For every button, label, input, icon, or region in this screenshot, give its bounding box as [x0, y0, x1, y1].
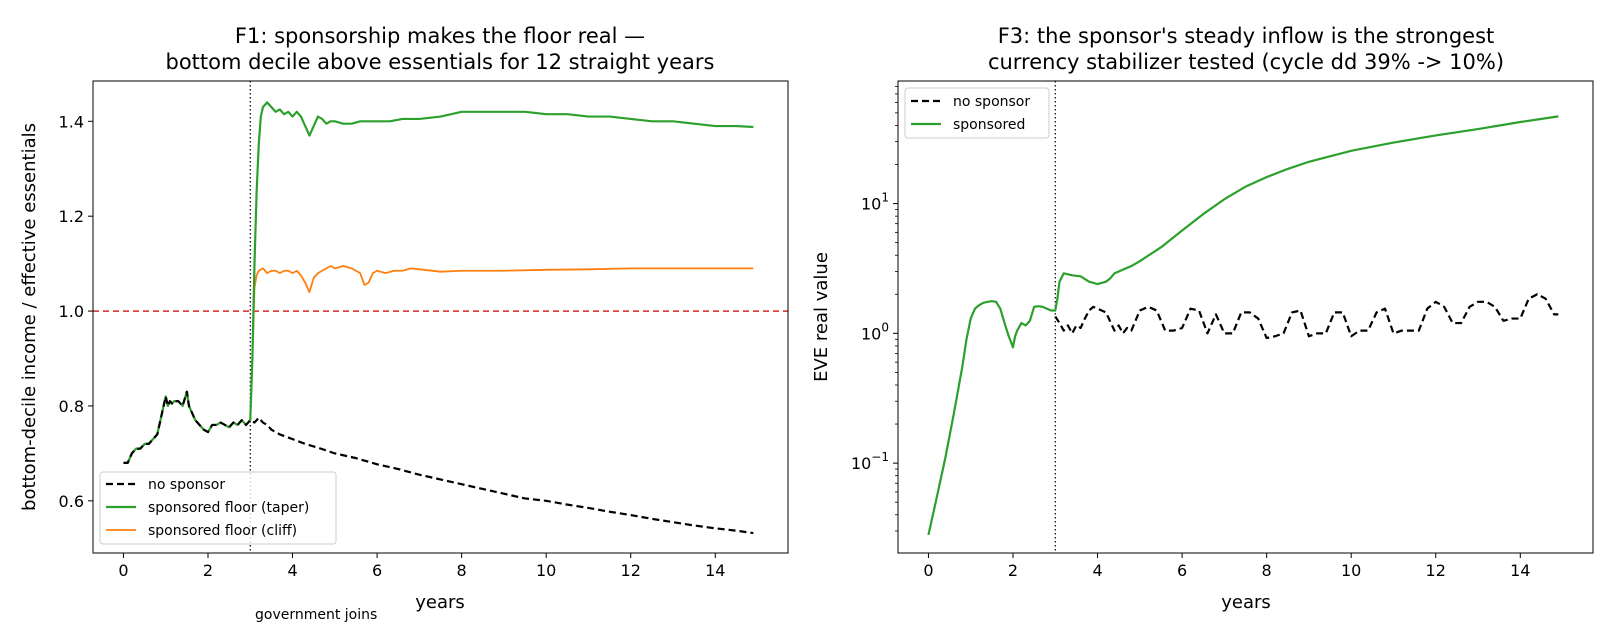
- f1-x-tick-label: 8: [457, 561, 467, 580]
- f3-title-line-2: currency stabilizer tested (cycle dd 39%…: [988, 50, 1504, 74]
- f1-x-tick-label: 4: [287, 561, 297, 580]
- f1-series-line-no-sponsor: [123, 390, 754, 535]
- f3-series-line-no-sponsor: [1054, 293, 1559, 340]
- f1-y-ticks: 0.6 0.8 1.0 1.2 1.4: [59, 112, 93, 511]
- f3-series-line-sponsored: [927, 115, 1559, 536]
- f1-x-ticks: 0 2 4 6 8 10 12 14: [118, 553, 725, 580]
- f1-y-tick-label: 1.0: [59, 302, 84, 321]
- f3-plot-content: [927, 81, 1559, 553]
- f1-legend-label-sponsored-floor-taper: sponsored floor (taper): [148, 500, 309, 516]
- f3-legend-items: no sponsor sponsored: [911, 94, 1030, 133]
- f1-annotation-government-joins: government joins: [255, 607, 377, 623]
- f3-x-tick-label: 6: [1177, 561, 1187, 580]
- f3-y-tick-base: 10: [861, 195, 881, 214]
- f3-y-tick-base: 10: [861, 324, 881, 343]
- f1-plot-frame: [92, 80, 789, 554]
- f3-y-tick-label: 10−1: [851, 450, 889, 473]
- f1-legend-items: no sponsor sponsored floor (taper) sponsor…: [106, 477, 309, 539]
- chart-f3: F3: the sponsor's steady inflow is the s…: [811, 24, 1594, 613]
- f1-y-tick-label: 0.8: [59, 397, 84, 416]
- f3-legend-box: [904, 87, 1050, 139]
- f1-x-tick-label: 2: [203, 561, 213, 580]
- f3-series-lines: [927, 115, 1559, 536]
- f3-x-tick-label: 4: [1092, 561, 1102, 580]
- f1-series-lines: [123, 101, 754, 535]
- f3-y-axis-label: EVE real value: [811, 252, 832, 382]
- f1-x-axis-label: years: [415, 592, 465, 613]
- f1-plot-content: [93, 81, 788, 553]
- f3-legend: no sponsor sponsored: [904, 87, 1050, 139]
- f3-y-tick-base: 10: [851, 454, 871, 473]
- f3-x-tick-label: 12: [1426, 561, 1446, 580]
- f1-legend-label-sponsored-floor-cliff: sponsored floor (cliff): [148, 523, 297, 539]
- f1-y-axis-label: bottom-decile income / effective essenti…: [19, 123, 40, 511]
- f3-x-axis-label: years: [1221, 592, 1271, 613]
- f1-x-tick-label: 0: [118, 561, 128, 580]
- f1-x-tick-label: 14: [705, 561, 725, 580]
- f3-y-tick-label: 100: [861, 320, 889, 343]
- f1-x-tick-label: 12: [621, 561, 641, 580]
- f1-legend-label-no-sponsor: no sponsor: [148, 477, 225, 493]
- f3-y-tick-exponent: −1: [871, 450, 889, 464]
- f3-y-tick-exponent: 0: [881, 320, 889, 334]
- f3-legend-label-sponsored: sponsored: [953, 117, 1025, 133]
- f1-y-tick-label: 0.6: [59, 492, 84, 511]
- f1-y-tick-label: 1.2: [59, 207, 84, 226]
- f1-x-tick-label: 10: [536, 561, 556, 580]
- f1-title-line-2: bottom decile above essentials for 12 st…: [166, 50, 715, 74]
- f3-x-tick-label: 8: [1262, 561, 1272, 580]
- f1-title-line-1: F1: sponsorship makes the floor real —: [235, 24, 645, 48]
- chart-f1: F1: sponsorship makes the floor real — b…: [19, 24, 789, 623]
- f3-x-ticks: 0 2 4 6 8 10 12 14: [923, 553, 1530, 580]
- f3-plot-frame: [897, 80, 1594, 554]
- f3-x-tick-label: 14: [1510, 561, 1530, 580]
- f3-x-tick-label: 10: [1341, 561, 1361, 580]
- f3-y-tick-exponent: 1: [881, 191, 889, 205]
- f1-x-tick-label: 6: [372, 561, 382, 580]
- f3-x-tick-label: 2: [1008, 561, 1018, 580]
- f3-x-tick-label: 0: [923, 561, 933, 580]
- f3-title-line-1: F3: the sponsor's steady inflow is the s…: [998, 24, 1495, 48]
- f1-legend: no sponsor sponsored floor (taper) sponsor…: [99, 471, 337, 545]
- f3-y-tick-label: 101: [861, 191, 889, 214]
- f3-legend-label-no-sponsor: no sponsor: [953, 94, 1030, 110]
- f1-legend-box: [99, 471, 337, 545]
- f1-y-tick-label: 1.4: [59, 112, 84, 131]
